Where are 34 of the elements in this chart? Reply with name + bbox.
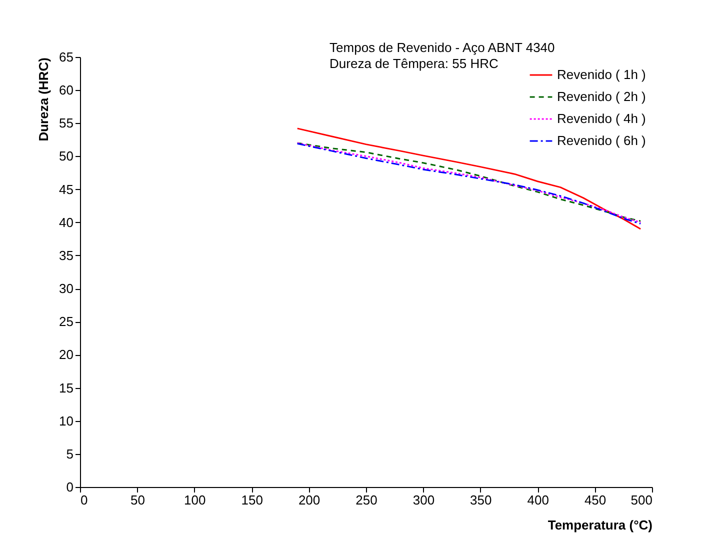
x-tick-label: 300 [412,492,435,508]
x-tick-label: 100 [184,492,206,508]
x-tick-label: 450 [584,492,606,508]
y-tick-label: 5 [66,446,74,462]
x-tick-label: 0 [80,492,88,508]
y-tick-label: 0 [66,480,74,494]
x-tick-label: 200 [298,492,320,508]
y-tick-label: 30 [59,281,74,296]
legend-label: Revenido ( 4h ) [557,111,646,126]
y-tick-label: 50 [59,148,74,164]
y-tick-label: 40 [59,214,74,230]
x-tick-label: 350 [470,492,492,508]
x-tick-label: 50 [130,492,145,508]
x-tick-label: 400 [527,492,549,508]
y-tick-label: 25 [59,314,74,330]
x-axis-title: Temperatura (°C) [548,518,652,532]
y-axis-title: Dureza (HRC) [36,58,52,142]
legend-label: Revenido ( 2h ) [557,89,646,104]
chart-subtitle: Dureza de Têmpera: 55 HRC [330,56,498,71]
y-tick-label: 55 [59,116,74,131]
x-tick-label: 500 [630,492,652,508]
y-tick-label: 20 [59,347,74,362]
y-tick-label: 65 [59,50,74,64]
legend-label: Revenido ( 6h ) [557,133,646,148]
y-tick-label: 15 [59,380,74,396]
x-tick-label: 250 [356,492,378,508]
legend-label: Revenido ( 1h ) [557,67,646,82]
y-tick-label: 60 [59,82,74,98]
chart-title: Tempos de Revenido - Aço ABNT 4340 [330,40,555,55]
y-tick-label: 10 [59,413,74,428]
y-tick-label: 35 [59,248,74,263]
line-series [296,128,642,230]
y-tick-label: 45 [59,182,74,197]
x-tick-label: 150 [241,492,263,508]
